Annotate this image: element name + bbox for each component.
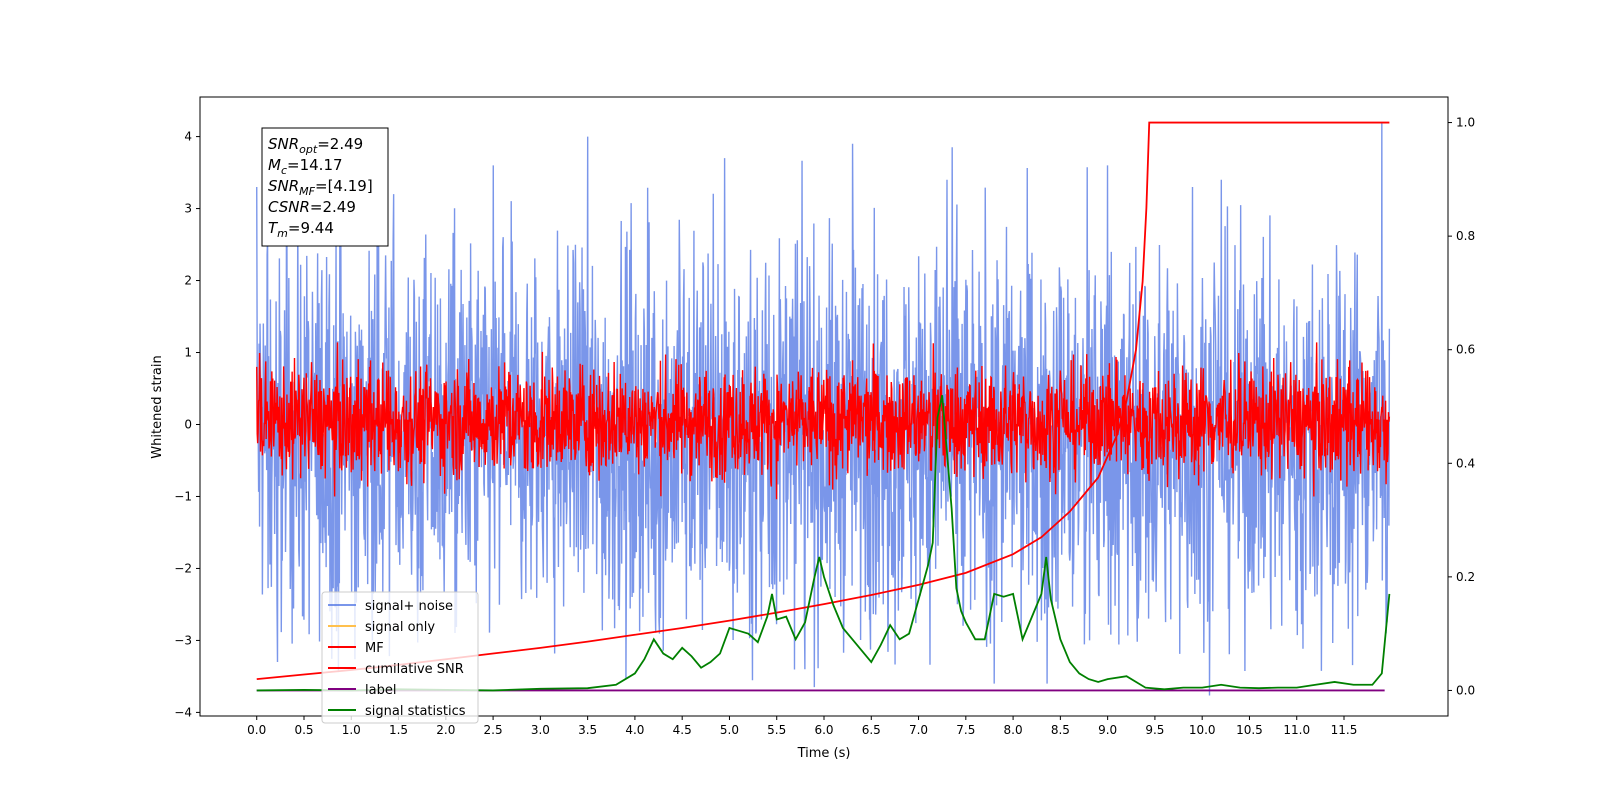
y2-tick-label: 0.8 — [1456, 229, 1475, 243]
info-box-frame — [261, 127, 389, 247]
x-tick-label: 9.5 — [1145, 723, 1164, 737]
x-tick-label: 0.0 — [247, 723, 266, 737]
x-tick-label: 8.0 — [1004, 723, 1023, 737]
y-tick-label: 3 — [184, 202, 192, 216]
x-tick-label: 11.5 — [1331, 723, 1358, 737]
info-box-line: SNRopt=2.49 — [268, 135, 363, 156]
legend: signal+ noise signal only MF cumilative SNR… — [321, 591, 479, 724]
legend-frame — [321, 591, 479, 724]
x-axis-label: Time (s) — [797, 746, 851, 761]
x-tick-label: 2.0 — [436, 723, 455, 737]
x-tick-label: 2.5 — [484, 723, 503, 737]
y-axis-label: Whitened strain — [150, 355, 165, 458]
y-tick-label: 2 — [184, 274, 192, 288]
x-tick-label: 10.5 — [1236, 723, 1263, 737]
legend-label: label — [365, 683, 396, 698]
y2-tick-label: 0.0 — [1456, 683, 1475, 697]
axes: 0.0 0.5 1.0 1.5 2.0 2.5 3.0 3.5 4.0 4.5 5.0 5.5 6.0 6… — [174, 116, 1475, 737]
x-tick-label: 4.0 — [625, 723, 644, 737]
x-tick-label: 4.5 — [673, 723, 692, 737]
y2-tick-label: 0.6 — [1456, 343, 1475, 357]
legend-label: signal statistics — [365, 704, 466, 719]
y-tick-label: −4 — [174, 705, 192, 719]
y-tick-label: −3 — [174, 633, 192, 647]
x-tick-label: 9.0 — [1098, 723, 1117, 737]
legend-label: signal only — [365, 620, 435, 635]
x-tick-label: 7.5 — [956, 723, 975, 737]
y-tick-label: −2 — [174, 561, 192, 575]
x-tick-label: 1.0 — [342, 723, 361, 737]
x-tick-label: 8.5 — [1051, 723, 1070, 737]
x-tick-label: 6.5 — [862, 723, 881, 737]
info-box-line: Mc=14.17 — [268, 156, 343, 177]
y-tick-label: −1 — [174, 489, 192, 503]
x-tick-label: 11.0 — [1283, 723, 1310, 737]
annotation-box: SNRopt=2.49Mc=14.17SNRMF=[4.19]CSNR=2.49… — [261, 127, 389, 247]
x-tick-label: 5.5 — [767, 723, 786, 737]
series-mf — [256, 342, 1391, 500]
info-box-line: Tm=9.44 — [268, 219, 334, 240]
x-tick-label: 0.5 — [294, 723, 313, 737]
y2-tick-label: 1.0 — [1456, 116, 1475, 130]
info-box-line: CSNR=2.49 — [268, 198, 356, 216]
x-tick-label: 3.0 — [531, 723, 550, 737]
legend-label: signal+ noise — [365, 599, 453, 614]
y-tick-label: 0 — [184, 417, 192, 431]
legend-label: cumilative SNR — [365, 662, 464, 677]
x-tick-label: 7.0 — [909, 723, 928, 737]
x-tick-label: 5.0 — [720, 723, 739, 737]
series-signal-statistics — [256, 394, 1391, 692]
x-tick-label: 1.5 — [389, 723, 408, 737]
x-tick-label: 6.0 — [814, 723, 833, 737]
y-tick-label: 1 — [184, 346, 192, 360]
y-tick-label: 4 — [184, 130, 192, 144]
legend-label: MF — [365, 641, 384, 656]
y2-tick-label: 0.2 — [1456, 570, 1475, 584]
x-tick-label: 3.5 — [578, 723, 597, 737]
info-box-line: SNRMF=[4.19] — [268, 177, 373, 198]
x-tick-label: 10.0 — [1189, 723, 1216, 737]
y2-tick-label: 0.4 — [1456, 456, 1475, 470]
